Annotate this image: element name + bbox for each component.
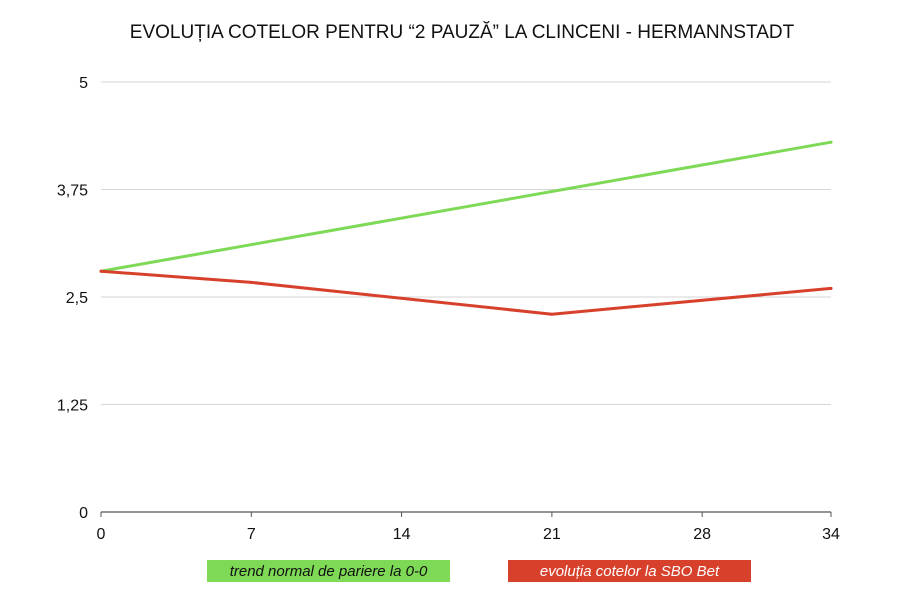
y-axis-ticks: 0 1,25 2,5 3,75 5 (57, 75, 88, 522)
y-tick-label: 5 (79, 75, 88, 92)
chart-title: EVOLUȚIA COTELOR PENTRU “2 PAUZĂ” LA CLI… (130, 22, 795, 43)
series-lines (99, 140, 833, 316)
gridlines (101, 81, 831, 513)
data-point (550, 312, 554, 316)
series-line-1 (99, 140, 833, 273)
x-tick-label: 0 (97, 526, 106, 543)
legend-label: evoluția cotelor la SBO Bet (540, 563, 720, 580)
x-axis-ticks: 0 7 14 21 28 34 (97, 512, 840, 543)
legend-label: trend normal de pariere la 0-0 (230, 563, 428, 580)
data-point (249, 280, 253, 284)
data-point (829, 286, 833, 290)
data-point (99, 269, 103, 273)
x-tick-label: 34 (822, 526, 840, 543)
x-tick-label: 21 (543, 526, 561, 543)
y-tick-label: 1,25 (57, 398, 88, 415)
x-tick-label: 7 (247, 526, 256, 543)
y-tick-label: 3,75 (57, 183, 88, 200)
data-point (829, 140, 833, 144)
x-tick-label: 14 (393, 526, 411, 543)
legend: trend normal de pariere la 0-0 evoluția c… (207, 560, 751, 582)
series-line-2 (99, 269, 833, 316)
x-tick-label: 28 (693, 526, 711, 543)
legend-swatch (508, 560, 751, 582)
legend-swatch (207, 560, 450, 582)
y-tick-label: 2,5 (66, 290, 88, 307)
y-tick-label: 0 (79, 505, 88, 522)
